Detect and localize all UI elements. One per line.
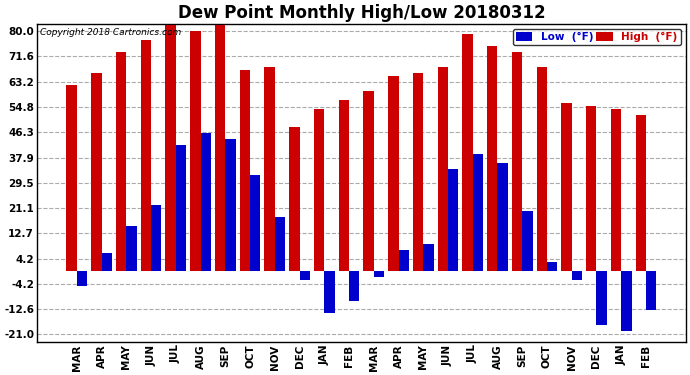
Bar: [437, 67, 448, 271]
Bar: [239, 70, 250, 271]
Bar: [547, 262, 558, 271]
Bar: [364, 91, 374, 271]
Bar: [473, 154, 483, 271]
Legend: Low  (°F), High  (°F): Low (°F), High (°F): [513, 29, 680, 45]
Bar: [289, 127, 299, 271]
Bar: [264, 67, 275, 271]
Bar: [512, 52, 522, 271]
Bar: [374, 271, 384, 277]
Bar: [126, 226, 137, 271]
Bar: [116, 52, 126, 271]
Bar: [324, 271, 335, 313]
Bar: [413, 73, 423, 271]
Bar: [399, 250, 409, 271]
Bar: [176, 145, 186, 271]
Bar: [522, 211, 533, 271]
Bar: [101, 253, 112, 271]
Bar: [448, 169, 458, 271]
Bar: [314, 109, 324, 271]
Bar: [250, 175, 260, 271]
Bar: [562, 103, 572, 271]
Bar: [275, 217, 285, 271]
Bar: [487, 46, 497, 271]
Bar: [596, 271, 607, 325]
Bar: [423, 244, 433, 271]
Bar: [91, 73, 101, 271]
Bar: [299, 271, 310, 280]
Bar: [611, 109, 621, 271]
Text: Copyright 2018 Cartronics.com: Copyright 2018 Cartronics.com: [40, 28, 181, 38]
Bar: [141, 40, 151, 271]
Bar: [462, 34, 473, 271]
Bar: [77, 271, 87, 286]
Bar: [215, 25, 226, 271]
Title: Dew Point Monthly High/Low 20180312: Dew Point Monthly High/Low 20180312: [177, 4, 545, 22]
Bar: [190, 31, 201, 271]
Bar: [349, 271, 359, 301]
Bar: [339, 100, 349, 271]
Bar: [621, 271, 631, 331]
Bar: [226, 139, 236, 271]
Bar: [537, 67, 547, 271]
Bar: [497, 163, 508, 271]
Bar: [66, 85, 77, 271]
Bar: [572, 271, 582, 280]
Bar: [166, 25, 176, 271]
Bar: [388, 76, 399, 271]
Bar: [201, 133, 211, 271]
Bar: [635, 115, 646, 271]
Bar: [586, 106, 596, 271]
Bar: [646, 271, 656, 310]
Bar: [151, 205, 161, 271]
